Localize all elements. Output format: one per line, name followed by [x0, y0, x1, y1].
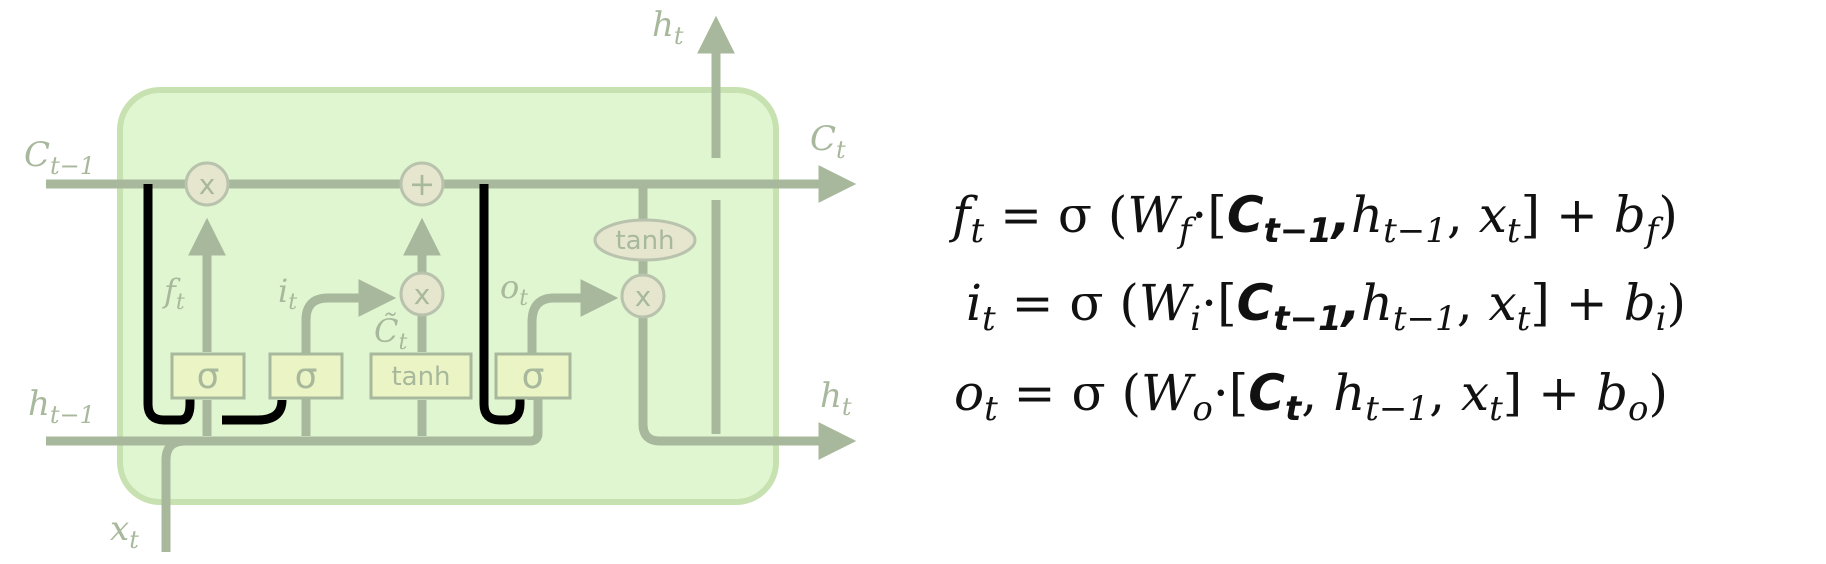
equation-forget: ft = σ (Wf·[Ct−1,ht−1, xt] + bf) — [948, 186, 1678, 251]
hidden-output-line — [638, 185, 857, 460]
input-multiply-symbol: x — [414, 278, 431, 311]
forget-multiply-node — [184, 161, 230, 207]
output-sigma-label: σ — [522, 356, 545, 397]
h-top-label: ht — [652, 5, 684, 50]
h-prev-label: ht−1 — [28, 384, 95, 429]
output-multiply-node — [620, 273, 666, 319]
c-next-label: Ct — [810, 119, 846, 164]
add-symbol: + — [409, 165, 436, 203]
o-gate-label: ot — [500, 268, 528, 311]
equation-output: ot = σ (Wo·[Ct, ht−1, xt] + bo) — [954, 364, 1668, 429]
add-node — [399, 161, 445, 207]
x-input-label: xt — [110, 509, 139, 554]
x-input-line — [161, 436, 186, 552]
input-sigma-label: σ — [295, 356, 318, 397]
input-multiply-node — [399, 271, 445, 317]
input-gate-arrow — [301, 279, 397, 436]
equation-input: it = σ (Wi·[Ct−1,ht−1, xt] + bi) — [966, 274, 1686, 339]
candidate-tanh-label: tanh — [391, 362, 450, 392]
input-sigma-layer — [268, 352, 344, 400]
c-tilde-label: C̃t — [374, 312, 407, 355]
output-multiply-symbol: x — [635, 280, 652, 313]
forget-sigma-layer — [170, 352, 246, 400]
output-sigma-layer — [494, 352, 572, 400]
peephole-input — [222, 399, 287, 425]
output-gate-arrow — [527, 279, 619, 400]
hidden-input-line — [46, 392, 543, 446]
forget-sigma-label: σ — [197, 356, 220, 397]
tanh-output-label: tanh — [615, 226, 674, 256]
peephole-forget — [143, 184, 195, 425]
h-next-label: ht — [820, 376, 852, 421]
c-prev-label: Ct−1 — [24, 135, 95, 180]
forget-multiply-symbol: x — [199, 168, 216, 201]
candidate-tanh-layer — [369, 352, 473, 400]
peephole-output — [479, 184, 525, 425]
equations: ft = σ (Wf·[Ct−1,ht−1, xt] + bf) it = σ … — [948, 186, 1686, 429]
tanh-output-node — [593, 218, 697, 262]
i-gate-label: it — [278, 272, 297, 315]
